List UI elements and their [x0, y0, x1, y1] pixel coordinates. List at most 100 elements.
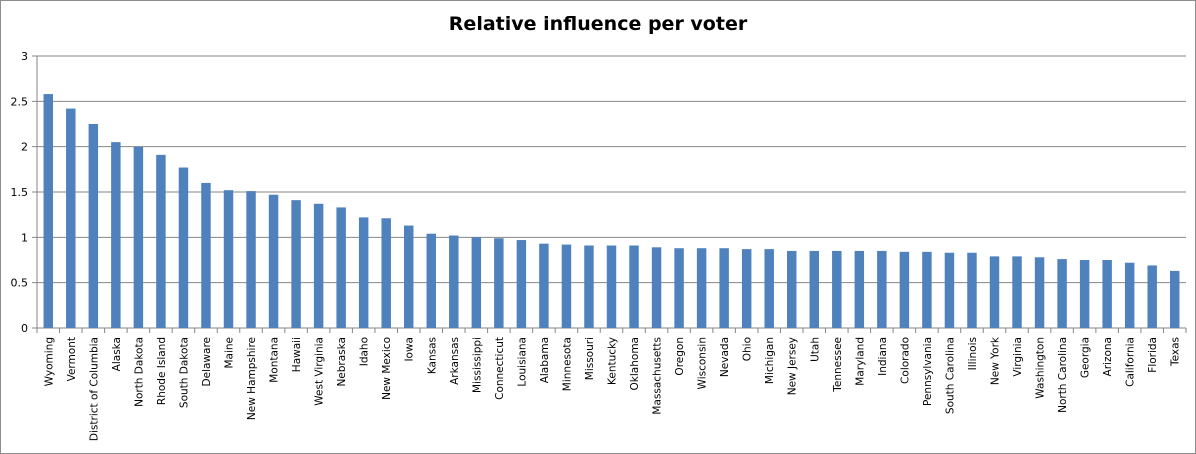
bar	[629, 245, 639, 328]
bar	[606, 245, 617, 328]
x-category-label: Michigan	[764, 337, 776, 384]
y-tick-label: 0	[21, 322, 28, 335]
bar	[516, 240, 527, 328]
bar	[404, 225, 414, 328]
bar	[1102, 260, 1112, 328]
x-category-label: Minnesota	[561, 337, 573, 391]
bar	[313, 203, 324, 328]
x-category-label: Maine	[224, 337, 236, 369]
bar	[854, 250, 865, 328]
bar	[246, 191, 256, 328]
x-category-label: Connecticut	[494, 337, 506, 400]
x-category-label: North Carolina	[1057, 337, 1069, 413]
x-category-label: South Dakota	[178, 337, 190, 408]
bar	[1147, 265, 1157, 328]
x-category-label: Virginia	[1012, 337, 1024, 377]
x-category-label: Illinois	[967, 337, 979, 370]
bar	[809, 250, 819, 328]
bar	[989, 256, 1000, 328]
x-category-label: Mississippi	[471, 337, 483, 393]
y-tick-label: 0.5	[11, 277, 29, 290]
bar	[156, 154, 166, 328]
x-category-label: Arkansas	[449, 337, 461, 385]
bar	[561, 244, 572, 328]
bar	[696, 248, 707, 328]
x-category-label: Oklahoma	[629, 337, 641, 390]
x-category-label: Washington	[1035, 337, 1047, 399]
x-category-label: North Dakota	[133, 337, 145, 407]
x-category-label: Utah	[809, 337, 821, 362]
x-category-label: Arizona	[1102, 337, 1114, 376]
bar	[944, 252, 955, 328]
bar	[674, 248, 684, 328]
x-category-label: Hawaii	[291, 337, 303, 372]
bar	[539, 243, 549, 328]
bar	[133, 146, 144, 328]
x-category-label: Nebraska	[336, 337, 348, 387]
bar	[877, 250, 887, 328]
bar	[111, 142, 121, 328]
y-tick-label: 3	[21, 50, 28, 63]
x-category-label: Wyoming	[43, 337, 55, 386]
bar	[66, 108, 76, 328]
x-category-label: Louisiana	[516, 337, 528, 387]
y-tick-label: 1.5	[11, 186, 29, 199]
bar	[358, 217, 369, 328]
x-category-label: Vermont	[66, 337, 78, 381]
bar	[223, 190, 234, 328]
x-category-label: Oregon	[674, 337, 686, 376]
x-category-label: Alaska	[111, 337, 123, 371]
x-category-label: Kansas	[426, 337, 438, 374]
bar	[291, 200, 301, 328]
bar	[719, 248, 729, 328]
y-tick-label: 2.5	[11, 95, 29, 108]
y-tick-label: 1	[21, 231, 28, 244]
bar	[922, 251, 932, 328]
x-category-label: Maryland	[854, 337, 866, 386]
x-category-label: New Jersey	[787, 337, 799, 395]
bar	[201, 182, 211, 328]
bar	[336, 207, 346, 328]
x-category-label: Florida	[1147, 337, 1159, 373]
bar	[1057, 259, 1067, 328]
bar	[494, 238, 504, 328]
x-category-label: New Mexico	[381, 337, 393, 400]
x-category-label: Rhode Island	[156, 337, 168, 405]
bar	[967, 252, 977, 328]
bar	[899, 251, 910, 328]
x-category-label: New Hampshire	[246, 337, 258, 420]
x-category-label: New York	[990, 336, 1002, 385]
bar	[651, 247, 662, 328]
bar	[426, 233, 436, 328]
bar	[787, 250, 797, 328]
bar	[1079, 260, 1090, 328]
bar	[88, 124, 99, 328]
x-category-label: Massachusetts	[652, 337, 664, 415]
bar	[381, 218, 391, 328]
bar	[584, 245, 594, 328]
x-category-label: Colorado	[899, 337, 911, 384]
x-category-label: Kentucky	[607, 337, 619, 385]
bar	[832, 250, 842, 328]
x-category-label: Iowa	[404, 337, 416, 362]
y-tick-label: 2	[21, 141, 28, 154]
x-category-label: Ohio	[742, 337, 754, 361]
x-category-label: Tennessee	[832, 337, 844, 393]
bar	[471, 237, 482, 328]
bar	[268, 194, 279, 328]
x-category-label: Texas	[1170, 337, 1182, 367]
x-category-label: Indiana	[877, 337, 889, 376]
bar	[43, 94, 53, 328]
bar	[764, 249, 774, 328]
chart-title: Relative influence per voter	[448, 13, 748, 35]
bar	[741, 249, 752, 328]
x-category-label: Wisconsin	[697, 337, 709, 389]
x-category-label: South Carolina	[944, 337, 956, 414]
x-category-label: California	[1125, 337, 1137, 387]
x-category-label: Missouri	[584, 337, 596, 380]
bar	[1012, 256, 1022, 328]
x-category-label: Nevada	[719, 337, 731, 377]
x-category-label: Montana	[269, 337, 281, 383]
